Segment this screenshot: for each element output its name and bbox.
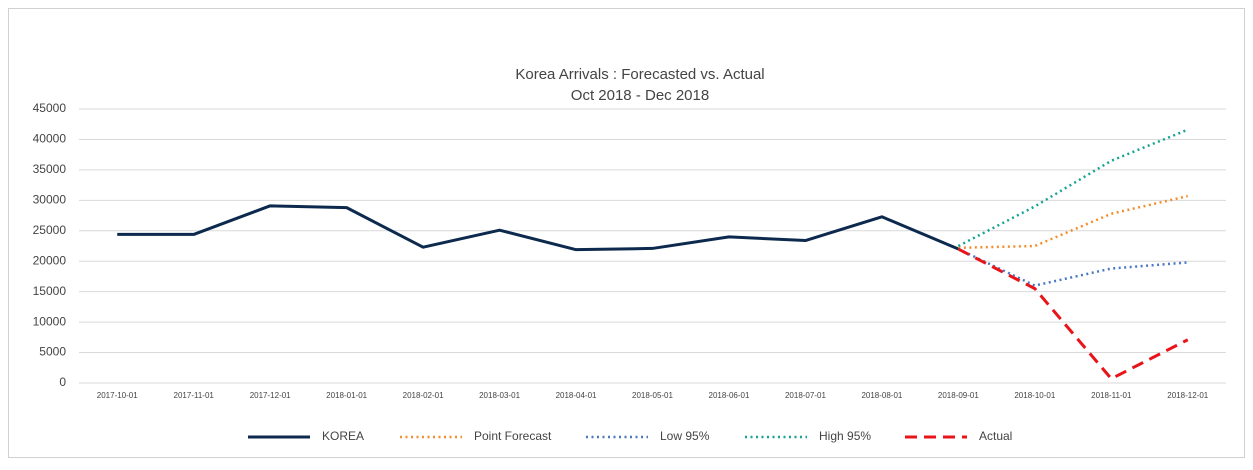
- x-tick-label: 2018-02-01: [403, 391, 444, 400]
- y-tick-label: 5000: [39, 345, 66, 359]
- x-tick-label: 2018-04-01: [556, 391, 597, 400]
- legend-label: Low 95%: [660, 429, 710, 443]
- x-tick-label: 2018-10-01: [1014, 391, 1055, 400]
- legend-label: High 95%: [819, 429, 871, 443]
- x-tick-label: 2018-12-01: [1167, 391, 1208, 400]
- x-tick-label: 2018-07-01: [785, 391, 826, 400]
- y-tick-label: 45000: [33, 101, 67, 115]
- legend-label: Point Forecast: [474, 429, 552, 443]
- legend-label: KOREA: [322, 429, 364, 443]
- x-tick-label: 2018-09-01: [938, 391, 979, 400]
- x-tick-label: 2018-01-01: [326, 391, 367, 400]
- x-tick-label: 2017-11-01: [174, 391, 215, 400]
- x-tick-label: 2018-08-01: [861, 391, 902, 400]
- y-tick-label: 15000: [33, 284, 67, 298]
- chart-subtitle: Oct 2018 - Dec 2018: [571, 87, 709, 104]
- x-tick-label: 2017-10-01: [97, 391, 138, 400]
- y-tick-label: 30000: [33, 193, 67, 207]
- y-tick-label: 40000: [33, 132, 67, 146]
- y-tick-label: 25000: [33, 223, 67, 237]
- series-line: [957, 128, 1189, 248]
- series-line: [958, 194, 1189, 250]
- y-tick-label: 35000: [33, 162, 67, 176]
- series-line: [117, 204, 959, 252]
- y-tick-label: 0: [59, 375, 66, 389]
- y-tick-label: 20000: [33, 253, 67, 267]
- x-tick-label: 2017-12-01: [250, 391, 291, 400]
- x-tick-label: 2018-06-01: [709, 391, 750, 400]
- chart-title: Korea Arrivals : Forecasted vs. Actual: [515, 66, 764, 83]
- legend-label: Actual: [979, 429, 1012, 443]
- series-line: [957, 247, 1189, 381]
- y-tick-label: 10000: [33, 314, 67, 328]
- x-tick-label: 2018-05-01: [632, 391, 673, 400]
- x-tick-label: 2018-03-01: [479, 391, 520, 400]
- x-tick-label: 2018-11-01: [1091, 391, 1132, 400]
